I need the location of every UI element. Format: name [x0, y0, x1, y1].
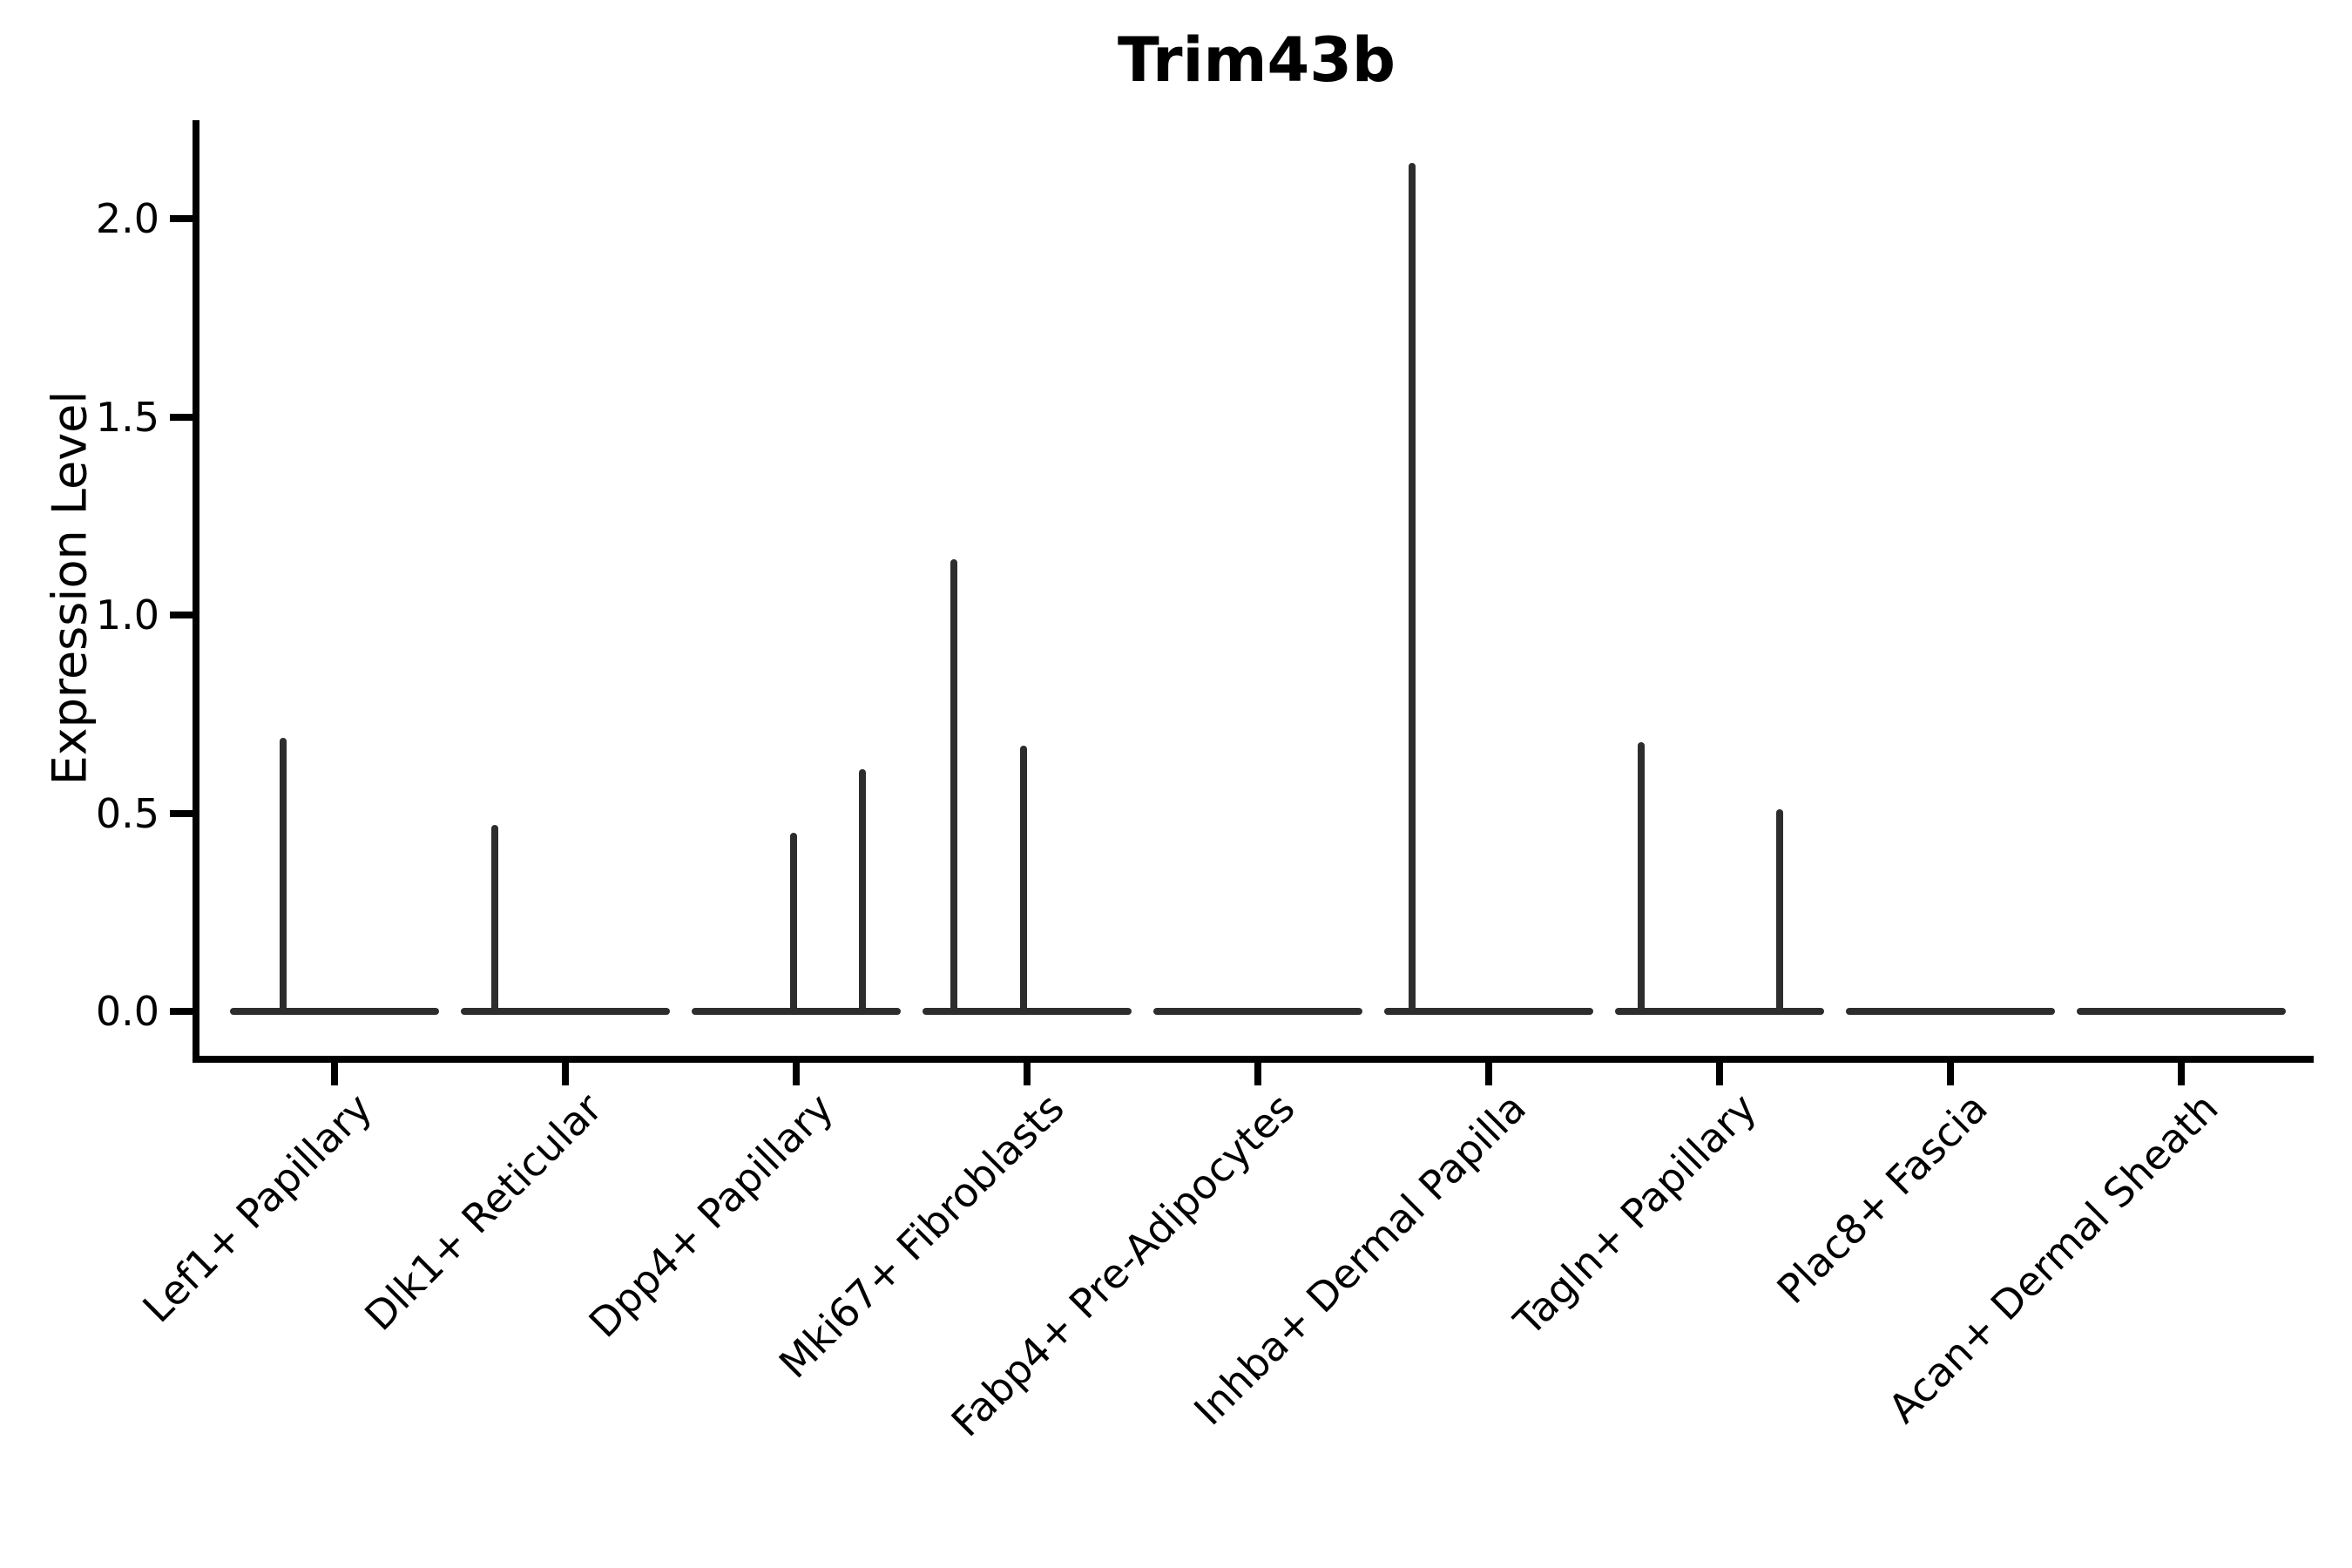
x-tick — [1716, 1063, 1723, 1085]
violin-baseline — [2077, 1008, 2286, 1015]
chart-title: Trim43b — [1117, 24, 1396, 96]
violin-baseline — [1846, 1008, 2055, 1015]
violin-baseline — [230, 1008, 439, 1015]
y-tick — [170, 413, 193, 421]
y-axis-spine — [193, 120, 199, 1063]
violin-spike — [491, 825, 498, 1015]
x-tick-label: Tagln+ Papillary — [1504, 1084, 1766, 1345]
x-tick — [1947, 1063, 1954, 1085]
violin-spike — [1020, 746, 1027, 1015]
violin-spike — [859, 769, 866, 1015]
y-axis-label: Expression Level — [42, 390, 98, 786]
violin-spike — [1638, 742, 1645, 1015]
y-tick-label: 1.5 — [95, 393, 159, 441]
x-tick — [1254, 1063, 1261, 1085]
x-tick — [331, 1063, 338, 1085]
x-tick-label: Dpp4+ Papillary — [579, 1084, 842, 1347]
x-tick — [793, 1063, 800, 1085]
violin-baseline — [1384, 1008, 1593, 1015]
y-tick — [170, 1008, 193, 1015]
violin-baseline — [1153, 1008, 1362, 1015]
y-tick — [170, 809, 193, 817]
x-axis-spine — [193, 1056, 2314, 1063]
violin-baseline — [461, 1008, 670, 1015]
y-tick — [170, 215, 193, 222]
x-tick-label: Dlk1+ Reticular — [355, 1084, 612, 1340]
violin-spike — [790, 833, 797, 1015]
violin-baseline — [1615, 1008, 1824, 1015]
y-tick-label: 0.0 — [95, 988, 159, 1035]
y-tick — [170, 612, 193, 618]
violin-spike — [950, 559, 957, 1015]
y-tick-label: 1.0 — [95, 591, 159, 639]
x-tick — [562, 1063, 569, 1085]
violin-spike — [1776, 809, 1783, 1015]
x-tick-label: Plac8+ Fascia — [1767, 1084, 1997, 1313]
x-tick — [1024, 1063, 1031, 1085]
y-tick-label: 0.5 — [95, 789, 159, 837]
violin-baseline — [923, 1008, 1132, 1015]
x-tick-label: Lef1+ Papillary — [132, 1084, 381, 1332]
x-tick — [2178, 1063, 2185, 1085]
x-tick — [1485, 1063, 1492, 1085]
y-tick-label: 2.0 — [95, 195, 159, 242]
violin-spike — [280, 738, 287, 1015]
violin-spike — [1409, 163, 1416, 1015]
